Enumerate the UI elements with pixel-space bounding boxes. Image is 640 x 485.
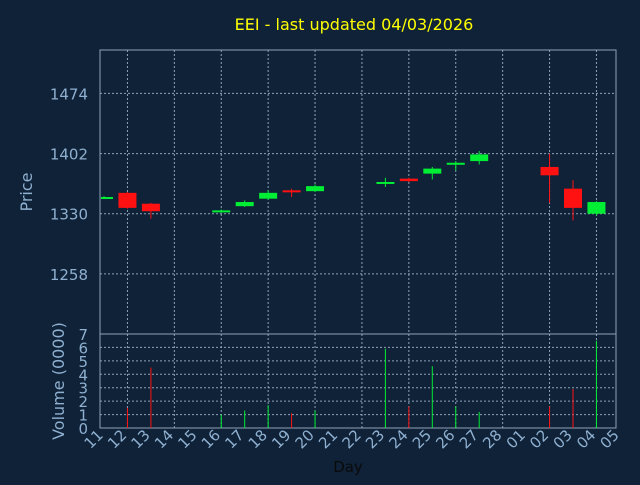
price-tick-labels: 1258 1330 1402 1474 [50, 85, 88, 283]
candle-body-24 [399, 178, 418, 182]
price-axis-label: Price [17, 172, 36, 211]
volume-tick-label: 6 [78, 339, 88, 357]
candle-body-04 [587, 202, 606, 214]
x-grid [126, 50, 597, 428]
price-grid [100, 92, 616, 275]
volume-tick-label: 7 [78, 326, 88, 344]
volume-tick-label: 2 [78, 393, 88, 411]
candle-body-27 [470, 154, 489, 162]
candle-body-17 [235, 202, 254, 207]
chart-title: EEI - last updated 04/03/2026 [235, 15, 474, 34]
volume-tick-label: 0 [78, 420, 88, 438]
candle-body-18 [259, 192, 278, 199]
candle-body-23 [376, 181, 395, 184]
candle-body-03 [564, 188, 582, 208]
price-tick-label: 1330 [50, 206, 88, 224]
x-tick-labels: 1112131415161718192021222324252627280102… [81, 426, 623, 452]
price-tick-label: 1258 [50, 266, 88, 284]
volume-axis-label: Volume (0000) [49, 322, 68, 440]
candle-body-25 [423, 168, 442, 174]
candle-body-26 [446, 162, 465, 165]
price-tick-label: 1402 [50, 146, 88, 164]
candle-body-16 [212, 210, 231, 213]
x-axis-label: Day [333, 458, 363, 476]
candle-body-20 [306, 186, 325, 192]
volume-tick-label: 4 [78, 366, 88, 384]
volume-grid [100, 346, 616, 416]
volume-tick-label: 1 [78, 407, 88, 425]
candle-body-13 [141, 203, 160, 212]
volume-bars [126, 340, 597, 428]
candle-body-11 [101, 197, 113, 200]
candle-body-12 [118, 192, 137, 208]
candle-body-19 [282, 190, 301, 193]
volume-tick-label: 5 [78, 353, 88, 371]
volume-tick-label: 3 [78, 380, 88, 398]
price-tick-label: 1474 [50, 85, 88, 103]
candles [101, 151, 606, 221]
candle-body-02 [540, 166, 559, 176]
volume-panel-frame [99, 333, 617, 429]
